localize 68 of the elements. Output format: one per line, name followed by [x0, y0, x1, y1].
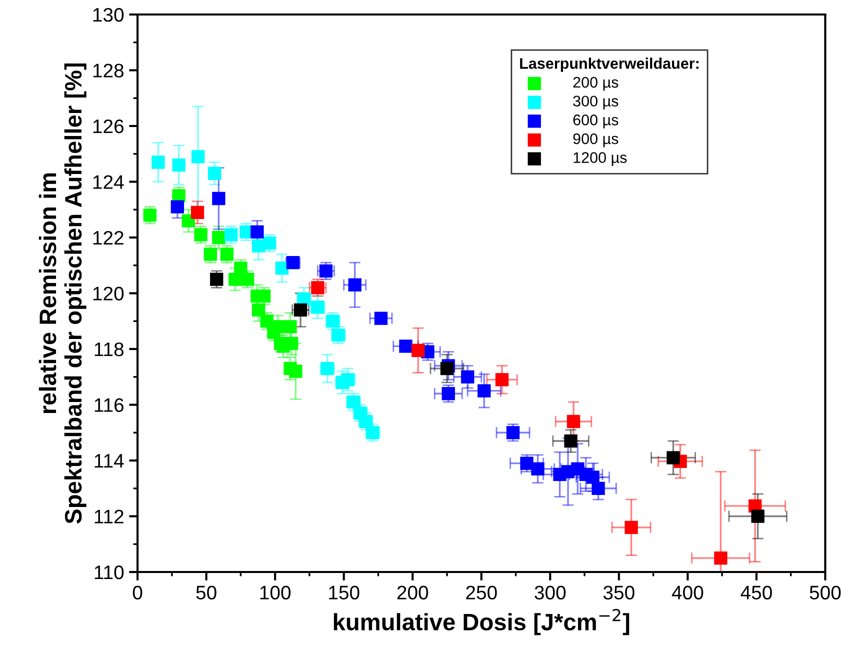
x-tick-label: 100 [260, 586, 291, 600]
x-tick-label: 50 [196, 586, 216, 600]
point [240, 272, 254, 286]
x-tick-label: 0 [132, 586, 142, 600]
x-tick-label: 500 [810, 586, 841, 600]
point [531, 462, 544, 476]
x-axis-title: kumulative Dosis [J*cm$^{−2}$] [334, 608, 630, 636]
point [751, 510, 764, 523]
point [152, 156, 165, 169]
x-tick-label: 200 [397, 586, 428, 600]
y-tick-label: 124 [93, 175, 124, 189]
point [624, 520, 638, 534]
point [348, 278, 362, 292]
point [212, 192, 226, 206]
legend-label: 200 µs [573, 76, 618, 91]
y-tick-label: 130 [93, 8, 124, 22]
point [478, 384, 491, 398]
point [275, 262, 289, 275]
point [566, 414, 580, 428]
point [194, 228, 208, 242]
x-tick-label: 300 [534, 586, 566, 600]
point [170, 200, 184, 214]
y-tick-label: 114 [94, 454, 124, 468]
y-tick-label: 126 [93, 119, 124, 134]
point [210, 272, 224, 286]
point [374, 312, 388, 325]
y-tick-label: 116 [94, 398, 124, 412]
point [461, 370, 474, 384]
point [586, 470, 600, 484]
legend-label: 300 µs [573, 96, 618, 110]
y-tick-label: 128 [93, 64, 124, 78]
y-tick-label: 110 [94, 565, 124, 580]
point [208, 166, 222, 180]
legend-title: Laserpunktverweildauer: [520, 58, 698, 72]
point [506, 426, 520, 440]
point [564, 434, 578, 448]
x-tick-label: 350 [603, 586, 634, 600]
point [143, 208, 157, 222]
point [271, 320, 284, 334]
y-tick-label: 122 [93, 230, 124, 245]
y-tick-label: 118 [94, 342, 124, 356]
point [190, 206, 204, 220]
point [289, 364, 302, 378]
y-tick-label: 120 [93, 286, 124, 300]
point [234, 262, 248, 275]
point [284, 336, 298, 350]
point [495, 373, 509, 386]
point [212, 230, 226, 244]
point [220, 248, 234, 261]
y-axis-title: relative Remission im Spektralband der optischen Aufheller [%] [38, 63, 86, 524]
point [204, 248, 218, 261]
x-tick-label: 150 [329, 586, 360, 600]
point [592, 482, 605, 495]
point [399, 340, 412, 353]
point [442, 387, 455, 400]
point [191, 150, 205, 164]
legend-label: 600 µs [573, 114, 618, 128]
x-tick-label: 450 [740, 586, 772, 600]
point [172, 158, 186, 172]
x-tick-label: 400 [672, 586, 704, 600]
point [666, 451, 680, 464]
x-tick-label: 250 [466, 586, 497, 600]
y-tick-label: 112 [94, 510, 124, 524]
legend-label: 1200 µs [574, 152, 627, 166]
point [714, 551, 728, 565]
point [224, 228, 238, 242]
legend-label: 900 µs [573, 133, 618, 148]
point [294, 303, 308, 317]
